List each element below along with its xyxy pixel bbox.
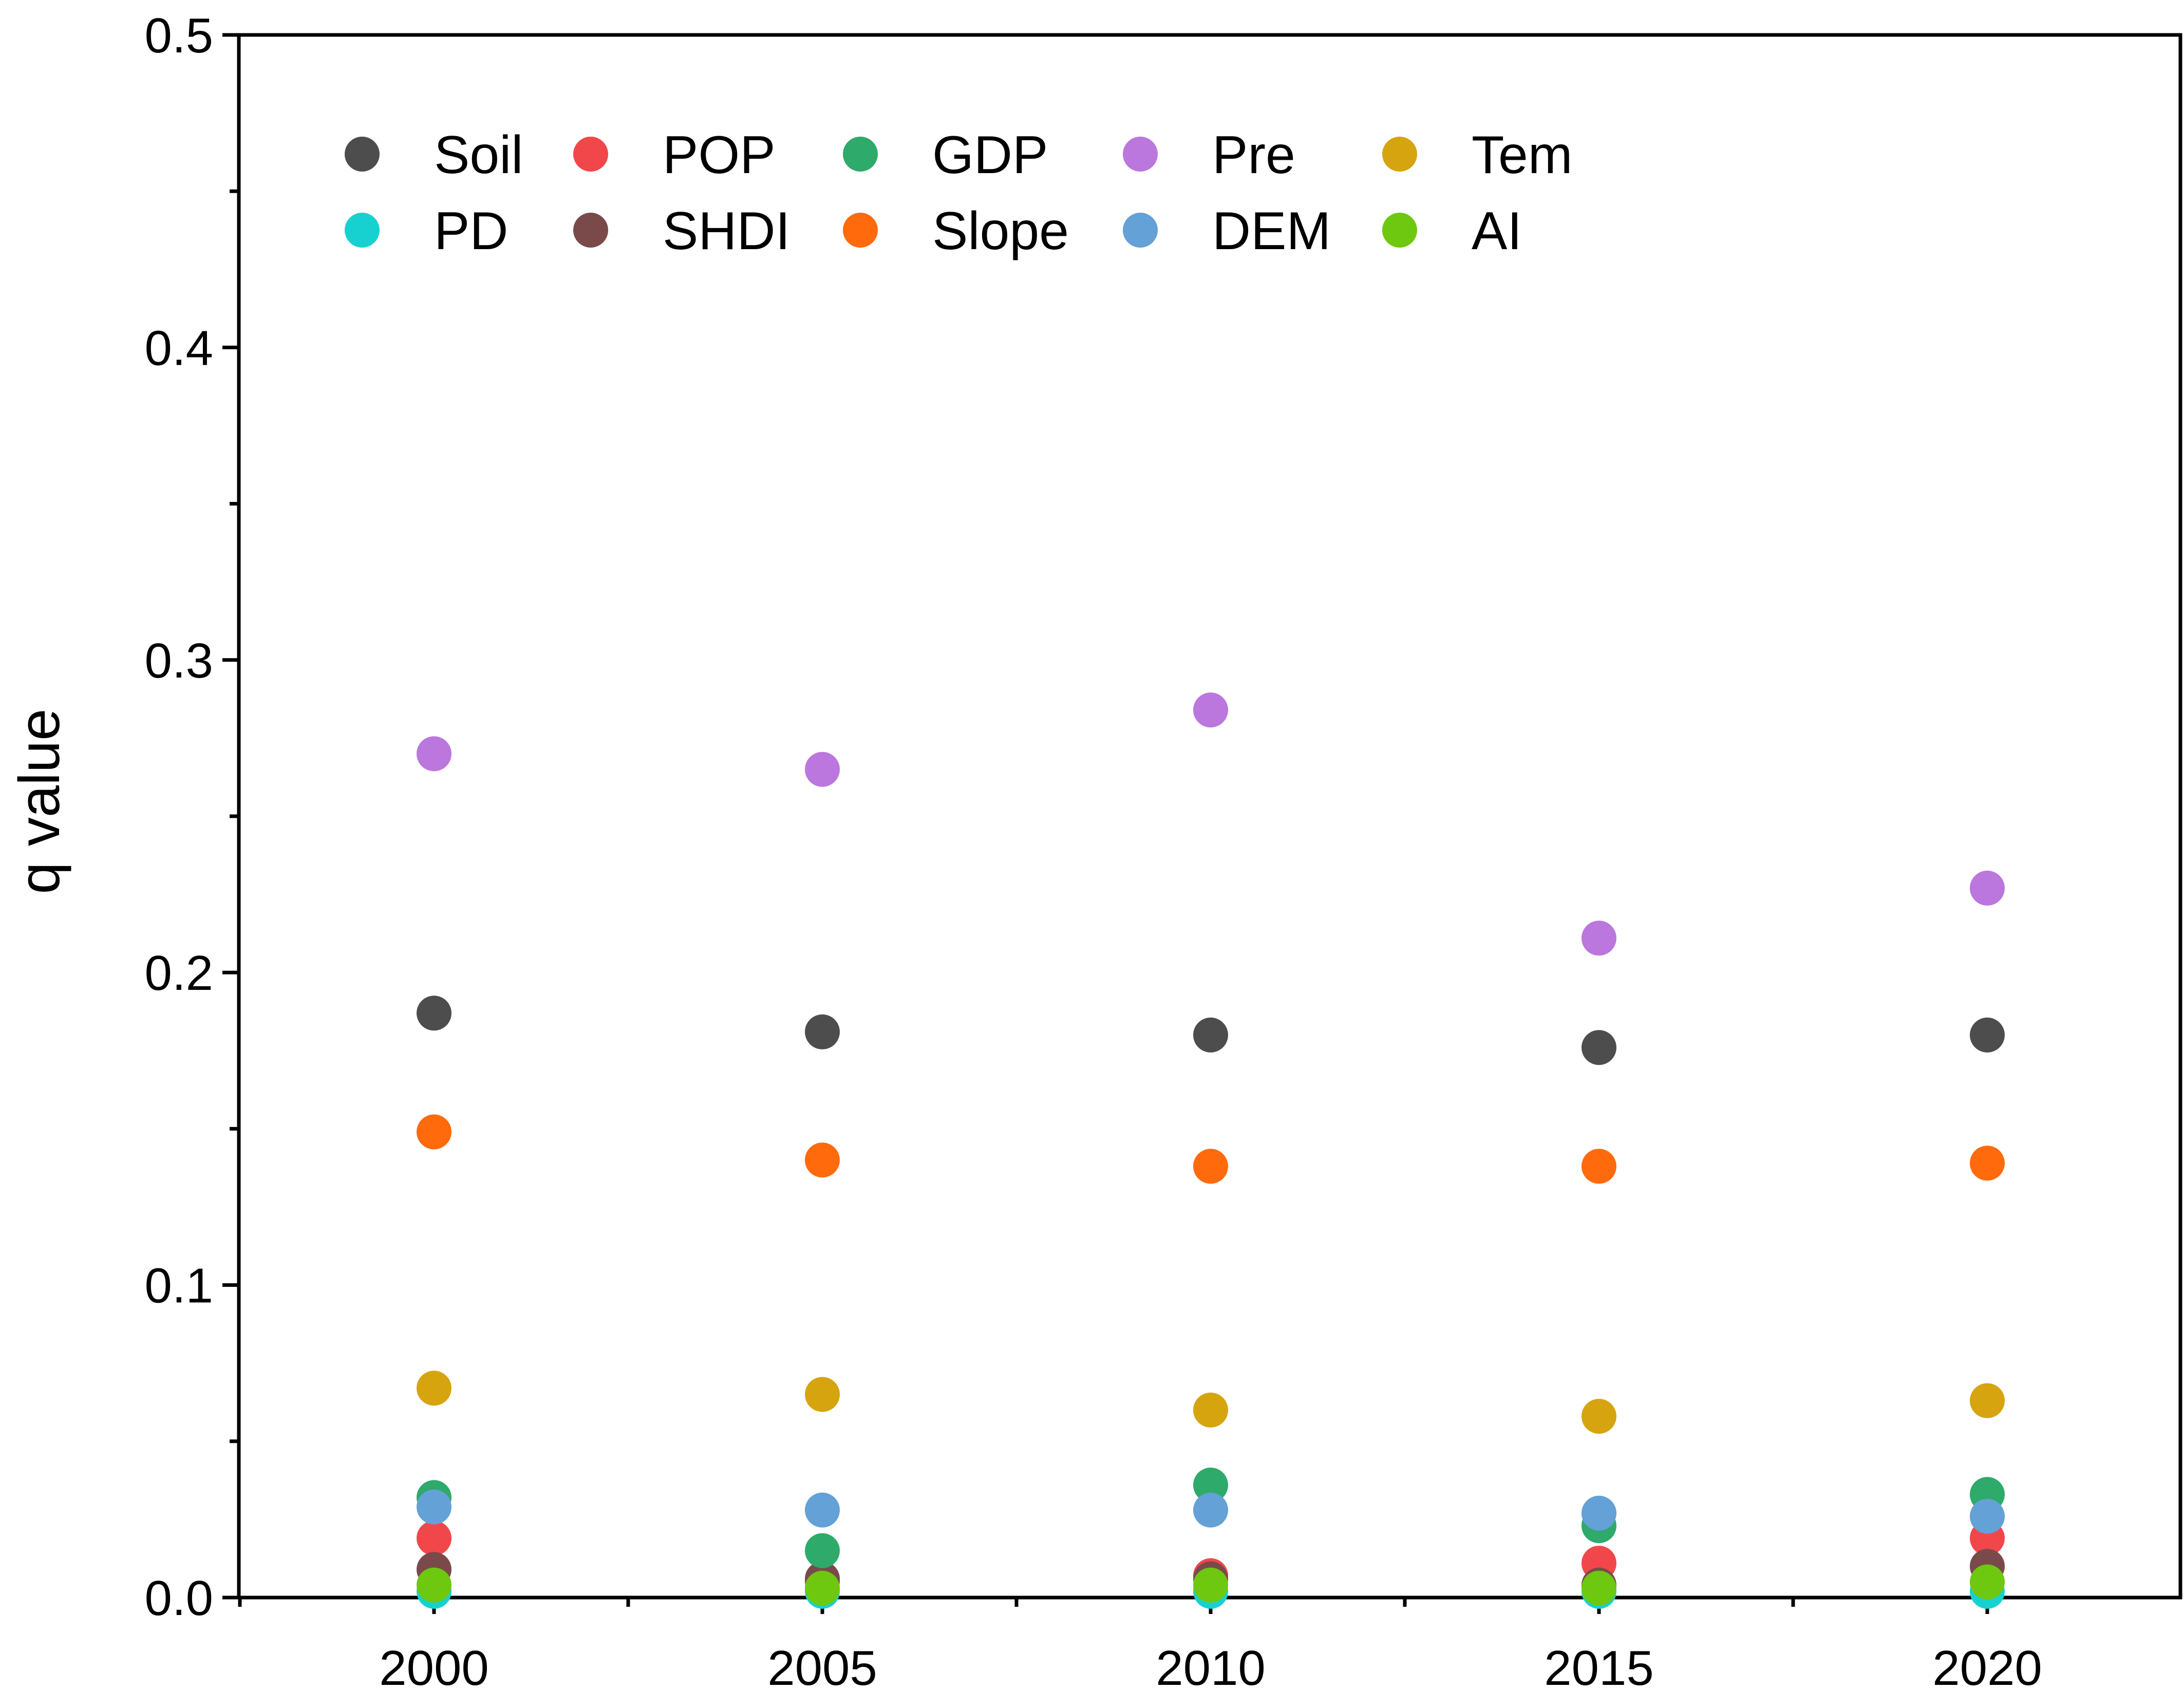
y-axis-title: q value bbox=[7, 708, 71, 894]
legend-label: PD bbox=[434, 201, 508, 261]
axes-layer: 0.0 0.1 0.2 0.3 0.4 0.5 2000 2005 2010 2015 2020 bbox=[145, 8, 2182, 1696]
data-point-slope bbox=[1581, 1149, 1616, 1184]
legend-marker bbox=[1123, 137, 1158, 172]
legend-item-tem: Tem bbox=[1382, 125, 1572, 185]
data-point-soil bbox=[1193, 1017, 1228, 1053]
legend-item-shdi: SHDI bbox=[573, 201, 790, 261]
data-point-dem bbox=[805, 1492, 840, 1528]
data-point-ai bbox=[1581, 1570, 1616, 1606]
data-point-dem bbox=[1581, 1495, 1616, 1531]
data-point-tem bbox=[1193, 1392, 1228, 1428]
x-tick-label: 2005 bbox=[767, 1641, 877, 1696]
data-point-slope bbox=[1970, 1146, 2005, 1181]
data-point-tem bbox=[417, 1371, 451, 1406]
legend-marker bbox=[1382, 213, 1417, 248]
legend-marker bbox=[1382, 137, 1417, 172]
x-tick-label: 2020 bbox=[1932, 1641, 2042, 1696]
legend-marker bbox=[573, 213, 608, 248]
data-point-gdp bbox=[805, 1533, 840, 1568]
legend-marker bbox=[345, 213, 380, 248]
data-point-slope bbox=[805, 1142, 840, 1178]
data-point-tem bbox=[1970, 1383, 2005, 1418]
data-point-ai bbox=[1193, 1567, 1228, 1603]
y-tick-label: 0.1 bbox=[145, 1259, 213, 1313]
data-point-dem bbox=[417, 1489, 451, 1525]
data-point-tem bbox=[1581, 1399, 1616, 1434]
legend-label: Pre bbox=[1212, 125, 1295, 185]
legend-item-slope: Slope bbox=[843, 201, 1069, 261]
legend: Soil PD POP SHDI GDP Slope Pre DEM Tem AI bbox=[345, 125, 1572, 261]
y-tick-label: 0.4 bbox=[145, 321, 213, 376]
legend-marker bbox=[843, 137, 878, 172]
legend-label: Tem bbox=[1472, 125, 1572, 185]
legend-label: Soil bbox=[434, 125, 523, 185]
data-point-soil bbox=[417, 996, 451, 1031]
legend-item-soil: Soil bbox=[345, 125, 523, 185]
y-tick-label: 0.3 bbox=[145, 633, 213, 688]
data-point-pre bbox=[417, 736, 451, 772]
x-tick-label: 2015 bbox=[1544, 1641, 1654, 1696]
data-point-soil bbox=[805, 1014, 840, 1049]
legend-item-gdp: GDP bbox=[843, 125, 1048, 185]
data-point-dem bbox=[1193, 1492, 1228, 1528]
legend-marker bbox=[573, 137, 608, 172]
legend-label: Slope bbox=[932, 201, 1069, 261]
data-point-pre bbox=[805, 752, 840, 787]
legend-item-ai: AI bbox=[1382, 201, 1522, 261]
data-point-soil bbox=[1970, 1017, 2005, 1053]
data-point-soil bbox=[1581, 1030, 1616, 1065]
data-point-pre bbox=[1193, 692, 1228, 728]
y-tick-label: 0.2 bbox=[145, 946, 213, 1001]
data-point-ai bbox=[1970, 1564, 2005, 1600]
legend-label: POP bbox=[663, 125, 776, 185]
data-point-tem bbox=[805, 1377, 840, 1412]
legend-label: AI bbox=[1472, 201, 1522, 261]
x-tick-label: 2010 bbox=[1156, 1641, 1266, 1696]
legend-label: DEM bbox=[1212, 201, 1331, 261]
legend-item-dem: DEM bbox=[1123, 201, 1331, 261]
data-point-gdp bbox=[1193, 1467, 1228, 1503]
data-point-ai bbox=[805, 1570, 840, 1606]
legend-marker bbox=[345, 137, 380, 172]
data-point-pre bbox=[1970, 870, 2005, 906]
data-point-slope bbox=[417, 1114, 451, 1150]
legend-label: GDP bbox=[932, 125, 1048, 185]
data-point-pre bbox=[1581, 921, 1616, 956]
data-point-ai bbox=[417, 1567, 451, 1603]
data-point-pop bbox=[417, 1521, 451, 1556]
data-points-layer bbox=[417, 692, 2005, 1609]
legend-marker bbox=[1123, 213, 1158, 248]
legend-item-pre: Pre bbox=[1123, 125, 1295, 185]
data-point-dem bbox=[1970, 1498, 2005, 1534]
legend-marker bbox=[843, 213, 878, 248]
x-tick-label: 2000 bbox=[379, 1641, 489, 1696]
legend-label: SHDI bbox=[663, 201, 790, 261]
data-point-slope bbox=[1193, 1149, 1228, 1184]
legend-item-pop: POP bbox=[573, 125, 776, 185]
y-tick-label: 0.0 bbox=[145, 1571, 213, 1626]
legend-item-pd: PD bbox=[345, 201, 508, 261]
plot-frame bbox=[237, 33, 2182, 1600]
y-tick-label: 0.5 bbox=[145, 8, 213, 63]
